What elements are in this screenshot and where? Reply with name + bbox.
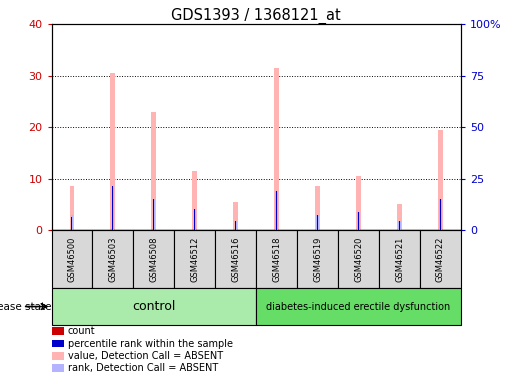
Bar xyxy=(93,230,133,288)
Bar xyxy=(256,230,297,288)
Text: value, Detection Call = ABSENT: value, Detection Call = ABSENT xyxy=(68,351,223,361)
Bar xyxy=(233,202,238,230)
Bar xyxy=(438,130,443,230)
Bar xyxy=(192,171,197,230)
Bar xyxy=(194,209,195,230)
Bar xyxy=(356,176,361,230)
Bar xyxy=(174,230,215,288)
Text: count: count xyxy=(68,326,95,336)
Bar xyxy=(297,230,338,288)
Bar xyxy=(379,230,420,288)
Text: control: control xyxy=(132,300,176,313)
Bar xyxy=(276,191,278,230)
Bar xyxy=(194,228,195,230)
Bar xyxy=(315,186,320,230)
Bar xyxy=(70,186,75,230)
Text: diabetes-induced erectile dysfunction: diabetes-induced erectile dysfunction xyxy=(266,302,451,312)
Bar xyxy=(112,186,113,230)
Bar xyxy=(112,228,113,230)
Text: GSM46520: GSM46520 xyxy=(354,236,363,282)
Bar xyxy=(71,214,73,230)
Text: GSM46500: GSM46500 xyxy=(67,236,76,282)
Bar xyxy=(358,228,359,230)
Bar xyxy=(72,228,73,230)
Text: GSM46508: GSM46508 xyxy=(149,236,158,282)
Text: disease state: disease state xyxy=(0,302,52,312)
Bar xyxy=(194,209,196,230)
Bar xyxy=(357,212,360,230)
Bar xyxy=(152,199,155,230)
Bar xyxy=(52,327,64,335)
Bar xyxy=(276,191,277,230)
Bar xyxy=(52,230,93,288)
Bar xyxy=(276,228,277,230)
Bar xyxy=(256,288,461,326)
Bar xyxy=(133,230,174,288)
Text: GSM46512: GSM46512 xyxy=(191,236,199,282)
Bar xyxy=(338,230,379,288)
Bar xyxy=(439,199,442,230)
Text: GSM46503: GSM46503 xyxy=(109,236,117,282)
Bar xyxy=(399,228,400,230)
Bar xyxy=(52,340,64,348)
Bar xyxy=(72,217,73,230)
Bar xyxy=(110,73,115,230)
Bar xyxy=(420,230,461,288)
Bar xyxy=(52,352,64,360)
Bar xyxy=(235,220,236,230)
Text: GSM46518: GSM46518 xyxy=(272,236,281,282)
Bar xyxy=(234,220,237,230)
Text: GSM46516: GSM46516 xyxy=(231,236,240,282)
Text: GSM46522: GSM46522 xyxy=(436,236,445,282)
Bar xyxy=(358,212,359,230)
Bar xyxy=(317,214,318,230)
Bar xyxy=(153,199,154,230)
Bar xyxy=(52,364,64,372)
Bar xyxy=(440,228,441,230)
Bar xyxy=(274,68,279,230)
Bar xyxy=(399,220,400,230)
Bar xyxy=(316,214,319,230)
Bar xyxy=(398,220,401,230)
Bar xyxy=(112,186,114,230)
Text: GSM46521: GSM46521 xyxy=(395,236,404,282)
Bar xyxy=(317,228,318,230)
Text: rank, Detection Call = ABSENT: rank, Detection Call = ABSENT xyxy=(68,363,218,373)
Bar xyxy=(151,112,157,230)
Bar xyxy=(235,228,236,230)
Text: percentile rank within the sample: percentile rank within the sample xyxy=(68,339,233,349)
Text: GSM46519: GSM46519 xyxy=(313,236,322,282)
Bar xyxy=(153,228,154,230)
Bar xyxy=(52,288,256,326)
Bar xyxy=(440,199,441,230)
Bar xyxy=(215,230,256,288)
Title: GDS1393 / 1368121_at: GDS1393 / 1368121_at xyxy=(171,8,341,24)
Bar xyxy=(397,204,402,230)
